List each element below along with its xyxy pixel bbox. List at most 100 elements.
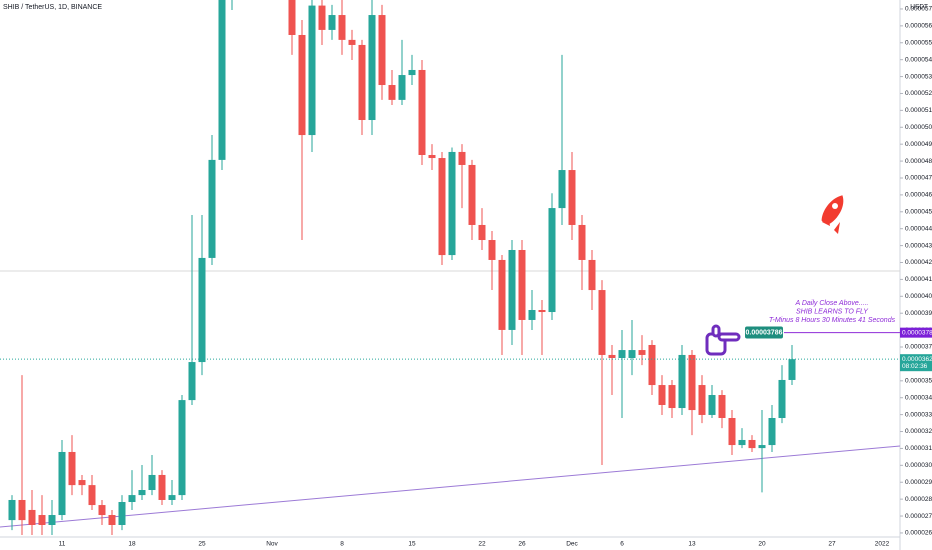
candle-body — [558, 170, 566, 209]
candle-body — [138, 490, 146, 496]
marker-tag — [745, 326, 783, 339]
candle-body — [158, 474, 166, 500]
candle-body — [488, 240, 496, 260]
candle-body — [518, 249, 526, 320]
pointing-hand-icon — [705, 324, 741, 356]
candle-body — [628, 350, 636, 358]
last-price-label: 0.00003628 — [902, 356, 932, 363]
candle-body — [428, 154, 436, 159]
y-tick-label: 0.00004800 — [905, 158, 932, 165]
candle-body — [548, 208, 556, 313]
candle-body — [368, 15, 376, 121]
y-tick-label: 0.00004600 — [905, 192, 932, 199]
x-tick-label: 27 — [828, 541, 836, 548]
x-tick-label: 6 — [620, 541, 624, 548]
candle-body — [778, 379, 786, 419]
candle-body — [758, 445, 766, 449]
y-tick-label: 0.00002800 — [905, 496, 932, 503]
y-tick-label: 0.00004300 — [905, 242, 932, 249]
candle-body — [718, 395, 726, 419]
y-tick-label: 0.00003500 — [905, 378, 932, 385]
candle-body — [88, 485, 96, 506]
candle-body — [358, 44, 366, 121]
level-tag-label: 0.00003785 — [902, 329, 932, 336]
rocket-icon — [821, 195, 844, 234]
y-tick-label: 0.00004200 — [905, 259, 932, 266]
candle-body — [608, 354, 616, 358]
candle-body — [708, 395, 716, 415]
candle-body — [218, 0, 226, 160]
y-tick-label: 0.00003200 — [905, 428, 932, 435]
candle-body — [738, 439, 746, 446]
y-tick-label: 0.00004700 — [905, 175, 932, 182]
candle-body — [528, 309, 536, 320]
y-tick-label: 0.00003100 — [905, 445, 932, 452]
y-tick-label: 0.00005400 — [905, 56, 932, 63]
y-tick-label: 0.00003900 — [905, 310, 932, 317]
y-tick-label: 0.00003400 — [905, 394, 932, 401]
x-tick-label: 25 — [198, 541, 206, 548]
candle-body — [118, 502, 126, 525]
x-tick-label: 20 — [758, 541, 766, 548]
chart-title: SHIB / TetherUS, 1D, BINANCE — [3, 4, 102, 11]
marker-tag-label: 0.00003786 — [746, 329, 783, 336]
candle-body — [18, 499, 26, 521]
candle-body — [58, 451, 66, 516]
candle-body — [668, 385, 676, 409]
x-tick-label: 2022 — [875, 541, 890, 548]
x-tick-label: 11 — [59, 541, 66, 548]
candle-body — [308, 5, 316, 136]
candle-body — [348, 39, 356, 45]
candle-body — [688, 354, 696, 411]
candle-body — [68, 451, 76, 486]
x-tick-label: 26 — [518, 541, 526, 548]
y-tick-label: 0.00002700 — [905, 513, 932, 520]
candle-body — [38, 515, 46, 525]
candle-body — [298, 34, 306, 136]
x-tick-label: 18 — [128, 541, 136, 548]
x-tick-label: 8 — [340, 541, 344, 548]
candle-body — [638, 350, 646, 355]
candle-body — [618, 350, 626, 358]
candle-body — [98, 505, 106, 516]
y-tick-label: 0.00003300 — [905, 411, 932, 418]
candle-body — [588, 259, 596, 291]
candle-body — [728, 418, 736, 446]
y-tick-label: 0.00005000 — [905, 124, 932, 131]
candle-body — [658, 385, 666, 405]
candle-body — [108, 515, 116, 525]
y-tick-label: 0.00002600 — [905, 530, 932, 537]
level-tag — [900, 327, 932, 338]
x-tick-label: Dec — [566, 541, 578, 548]
y-tick-label: 0.00005700 — [905, 6, 932, 13]
y-tick-label: 0.00004100 — [905, 276, 932, 283]
y-tick-label: 0.00004500 — [905, 209, 932, 216]
candle-body — [328, 15, 336, 30]
note: T-Minus 8 Hours 30 Minutes 41 Seconds — [769, 317, 896, 324]
candle-body — [198, 257, 206, 363]
y-tick-label: 0.00005300 — [905, 73, 932, 80]
candle-body — [508, 249, 516, 330]
candle-body — [538, 309, 546, 313]
x-tick-label: 22 — [478, 541, 486, 548]
candle-body — [178, 400, 186, 496]
y-tick-label: 0.00004000 — [905, 293, 932, 300]
candle-body — [568, 170, 576, 225]
y-tick-label: 0.00005200 — [905, 90, 932, 97]
candle-body — [788, 359, 796, 380]
y-tick-label: 0.00003700 — [905, 344, 932, 351]
candle-body — [408, 69, 416, 76]
candle-body — [388, 85, 396, 100]
candle-body — [128, 495, 136, 503]
candle-body — [338, 15, 346, 40]
candle-body — [418, 69, 426, 155]
note: A Daily Close Above..... — [794, 300, 868, 307]
candle-body — [448, 151, 456, 256]
candle-body — [648, 344, 656, 386]
candle-body — [378, 15, 386, 86]
candle-body — [458, 151, 466, 165]
candle-body — [8, 499, 16, 521]
